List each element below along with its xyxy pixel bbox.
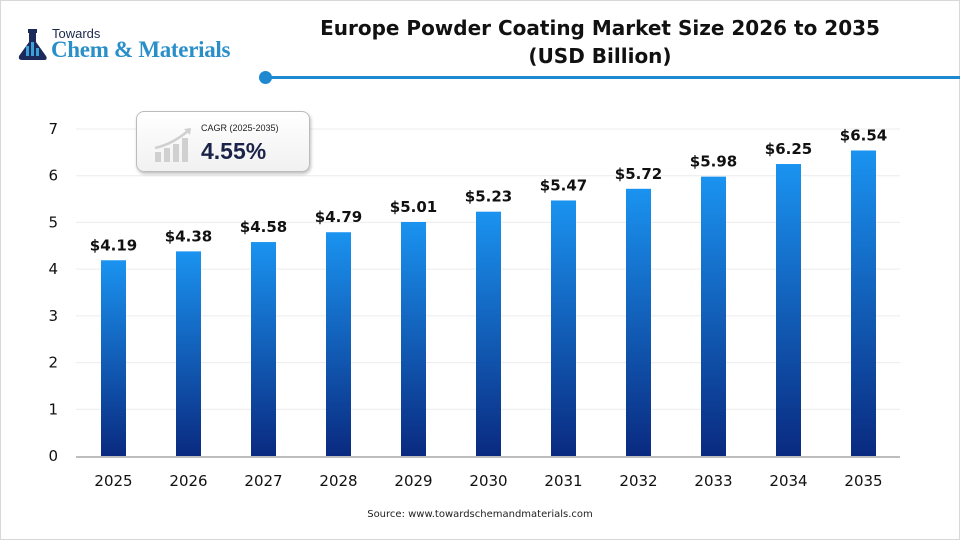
y-tick-label: 6 (48, 167, 58, 185)
y-tick-label: 2 (48, 354, 58, 372)
y-tick-label: 4 (48, 260, 58, 278)
bar-2028 (326, 232, 351, 456)
bar-2026 (176, 251, 201, 456)
chart-title-main: Europe Powder Coating Market Size 2026 t… (320, 16, 880, 40)
growth-chart-icon (154, 128, 191, 162)
y-tick-label: 3 (48, 307, 58, 325)
bar-2032 (626, 188, 651, 456)
data-label-2026: $4.38 (165, 227, 212, 245)
data-label-2030: $5.23 (465, 188, 512, 206)
data-label-2032: $5.72 (615, 165, 662, 183)
x-tick-label: 2035 (844, 472, 882, 490)
x-tick-label: 2032 (619, 472, 657, 490)
data-label-2027: $4.58 (240, 218, 287, 236)
x-tick-label: 2033 (694, 472, 732, 490)
x-tick-label: 2030 (469, 472, 507, 490)
y-tick-label: 5 (48, 213, 58, 231)
bar-2033 (701, 176, 726, 457)
x-tick-label: 2031 (544, 472, 582, 490)
x-tick-label: 2027 (244, 472, 282, 490)
y-tick-label: 1 (48, 400, 58, 418)
data-label-2034: $6.25 (765, 140, 812, 158)
y-tick-label: 0 (48, 447, 58, 465)
title-divider (265, 76, 960, 79)
source-note: Source: www.towardschemandmaterials.com (367, 509, 593, 520)
bar-2035 (851, 150, 876, 456)
logo-text-towards: Towards (52, 26, 101, 41)
logo: Towards Chem & Materials (16, 26, 256, 66)
data-label-2028: $4.79 (315, 208, 362, 226)
bar-2031 (551, 200, 576, 456)
cagr-value: 4.55% (201, 138, 267, 164)
chart-subtitle: (USD Billion) (528, 44, 672, 68)
cagr-label: CAGR (2025-2035) (201, 123, 279, 133)
title-divider-dot (259, 71, 272, 84)
data-label-2025: $4.19 (90, 236, 137, 254)
bar-2030 (476, 211, 501, 456)
cagr-callout: CAGR (2025-2035) 4.55% (136, 111, 310, 172)
data-label-2033: $5.98 (690, 153, 737, 171)
logo-text-brand: Chem & Materials (51, 37, 231, 62)
data-label-2035: $6.54 (840, 126, 887, 144)
bar-2034 (776, 164, 801, 457)
x-tick-label: 2029 (394, 472, 432, 490)
flask-icon (18, 29, 47, 60)
x-tick-label: 2028 (319, 472, 357, 490)
x-tick-label: 2025 (94, 472, 132, 490)
x-tick-label: 2034 (769, 472, 807, 490)
bar-2029 (401, 221, 426, 456)
x-tick-label: 2026 (169, 472, 207, 490)
y-tick-label: 7 (48, 120, 58, 138)
data-label-2029: $5.01 (390, 198, 437, 216)
data-label-2031: $5.47 (540, 176, 587, 194)
chart-title: Europe Powder Coating Market Size 2026 t… (280, 14, 920, 70)
bar-2027 (251, 242, 276, 456)
bar-2025 (101, 260, 126, 456)
